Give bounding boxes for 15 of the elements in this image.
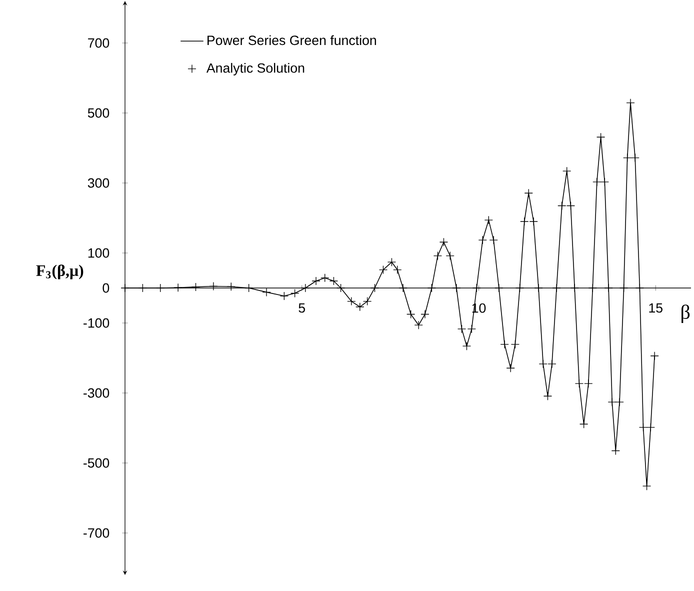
x-tick-label: 15 [649, 303, 662, 313]
x-tick-label: 5 [298, 303, 306, 313]
y-tick-label: -300 [84, 388, 110, 398]
y-axis-title: F$_{3}$(β,μ) [36, 264, 84, 280]
y-tick-label: 700 [88, 38, 110, 48]
x-axis-title: β [682, 304, 690, 323]
y-tick-label: -700 [84, 528, 110, 538]
y-tick-label: -100 [84, 318, 110, 328]
y-tick-label: 100 [88, 248, 110, 258]
y-tick-label: 0 [102, 283, 110, 293]
legend-label: Power Series Green function [208, 35, 376, 46]
y-tick-label: -500 [84, 458, 110, 468]
y-tick-label: 500 [88, 108, 110, 118]
legend-label: Analytic Solution [206, 62, 304, 76]
y-tick-label: 300 [88, 178, 110, 188]
